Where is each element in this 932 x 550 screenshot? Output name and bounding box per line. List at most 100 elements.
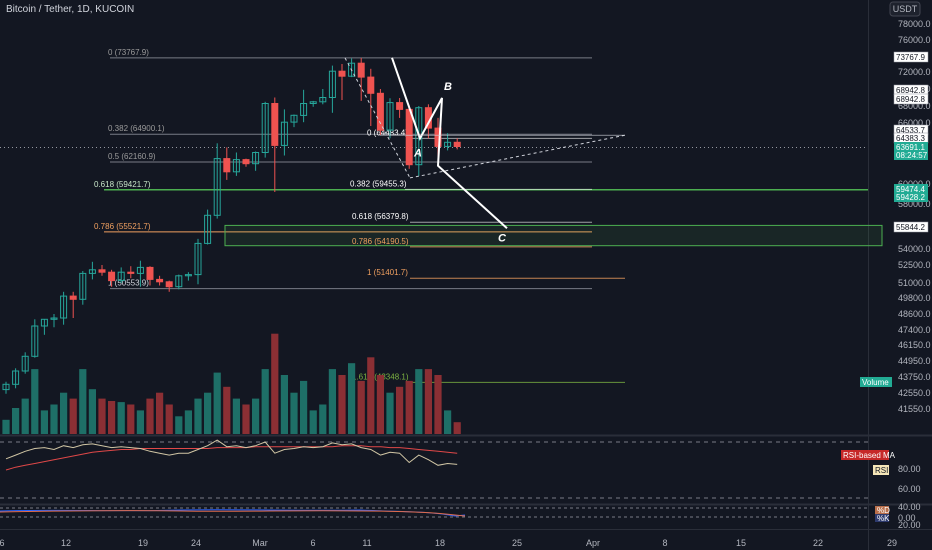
rsi-pane[interactable]	[0, 439, 868, 499]
candle	[290, 114, 298, 128]
price-axis-label: 49800.0	[898, 293, 931, 303]
fib-level-label: 1 (50553.9)	[108, 279, 149, 288]
support-zone[interactable]	[224, 224, 883, 247]
candle	[242, 158, 250, 167]
candle	[127, 266, 135, 279]
volume-bar	[319, 404, 327, 434]
volume-bar	[290, 392, 298, 434]
rsi-ma-tag: RSI-based MA	[841, 450, 896, 460]
volume-label: Volume	[860, 377, 892, 387]
channel-line	[409, 134, 626, 179]
time-axis-label: 11	[362, 538, 371, 548]
price-axis-label: 48600.0	[898, 309, 931, 319]
volume-bar	[98, 398, 106, 434]
volume-bar	[300, 380, 308, 434]
candle	[108, 269, 116, 287]
volume-bar	[127, 404, 135, 434]
fib-ext-label: 0.786 (54190.5)	[352, 237, 409, 246]
candle	[213, 143, 221, 219]
volume-bar	[117, 402, 125, 434]
volume-bar	[40, 410, 48, 434]
price-axis-label: 68000.0	[898, 101, 931, 111]
wave-point-c: C	[498, 232, 507, 244]
candle	[88, 261, 96, 280]
volume-bar	[232, 398, 240, 434]
price-axis-label: 66000.0	[898, 118, 931, 128]
volume-bar	[88, 389, 96, 434]
candle	[165, 280, 173, 292]
fib-ext-label: 0.618 (56379.8)	[352, 212, 409, 221]
price-axis-label: 78000.0	[898, 19, 931, 29]
svg-text:73767.9: 73767.9	[896, 53, 925, 62]
candle	[338, 64, 346, 100]
currency-label: USDT	[893, 4, 918, 14]
time-axis-label: 6	[310, 538, 315, 548]
candle	[184, 272, 192, 281]
stoch-pane[interactable]	[0, 507, 868, 518]
time-axis[interactable]: 6 12 19 24 Mar 6 11 18 25 Apr 8 15 22 29	[0, 538, 897, 548]
price-axis-label: 46150.0	[898, 340, 931, 350]
volume-bar	[434, 375, 442, 434]
price-tag: 63691.1	[894, 142, 928, 152]
candle	[98, 265, 106, 276]
volume-bar	[252, 398, 260, 434]
time-axis-label: 6	[0, 538, 5, 548]
price-tag: 64383.3	[893, 132, 929, 144]
volume-bar	[386, 392, 394, 434]
price-tag: 59474.4	[894, 184, 928, 194]
wave-point-b: B	[444, 81, 452, 93]
candle	[31, 319, 39, 358]
candle	[261, 101, 269, 158]
volume-bars	[2, 333, 461, 434]
candle	[12, 368, 20, 389]
price-axis-label: 42550.0	[898, 388, 931, 398]
svg-text:0.00: 0.00	[898, 513, 916, 523]
currency-button[interactable]: USDT	[889, 1, 921, 17]
time-axis-label: 12	[61, 538, 71, 548]
time-axis-label: 15	[736, 538, 746, 548]
candle	[328, 65, 336, 113]
fib-ext-label: 1 (51401.7)	[367, 268, 408, 277]
fib-level-label: 0 (73767.9)	[108, 48, 149, 57]
candle	[117, 267, 125, 283]
wave-point-a: A	[413, 147, 422, 159]
volume-bar	[204, 392, 212, 434]
svg-text:80.00: 80.00	[898, 464, 921, 474]
symbol-title[interactable]: Bitcoin / Tether, 1D, KUCOIN	[6, 4, 134, 15]
svg-text:60.00: 60.00	[898, 484, 921, 494]
volume-bar	[338, 375, 346, 434]
volume-bar	[280, 375, 288, 434]
rsi-axis[interactable]: 80.00 60.00 40.00 20.00	[898, 464, 921, 530]
svg-text:20.00: 20.00	[898, 520, 921, 530]
price-axis-label: 44950.0	[898, 356, 931, 366]
volume-bar	[184, 410, 192, 434]
price-tag: 55844.2	[893, 221, 929, 233]
svg-text:64533.7: 64533.7	[896, 126, 925, 135]
price-axis-label: 41550.0	[898, 404, 931, 414]
price-tag: 68942.8	[893, 84, 929, 96]
price-axis-label: 51000.0	[898, 278, 931, 288]
candle	[223, 147, 231, 180]
volume-bar	[213, 372, 221, 434]
stoch-tags: %D %K 0.00	[875, 506, 916, 523]
price-tag: 59428.2	[894, 192, 928, 202]
volume-bar	[328, 369, 336, 434]
volume-bar	[271, 333, 279, 434]
price-axis-label: 47400.0	[898, 325, 931, 335]
abc-pattern-drawing[interactable]: A B C	[344, 57, 626, 244]
price-axis-label: 76000.0	[898, 35, 931, 45]
volume-bar	[444, 410, 452, 434]
candle	[2, 381, 10, 394]
candle	[367, 68, 375, 126]
time-axis-label: 18	[435, 538, 445, 548]
volume-bar	[50, 404, 58, 434]
volume-bar	[309, 410, 317, 434]
price-axis-label: 72000.0	[898, 67, 931, 77]
candle	[60, 291, 68, 325]
svg-text:59428.2: 59428.2	[896, 193, 925, 202]
candle	[204, 209, 212, 245]
candle	[444, 133, 452, 151]
price-tag: 08:24:57	[894, 150, 928, 160]
volume-bar	[261, 369, 269, 434]
